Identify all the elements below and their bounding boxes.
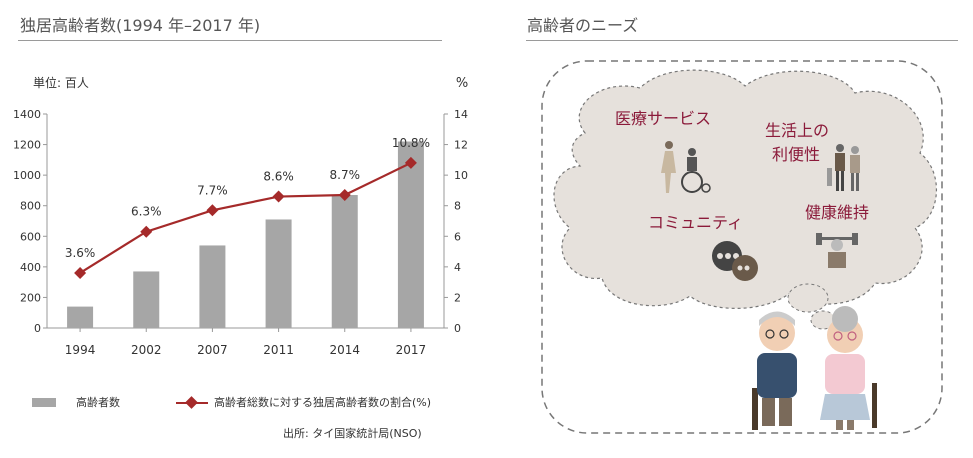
ratio-data-label-1994: 3.6% [65, 246, 96, 260]
ratio-point-2017 [404, 156, 417, 169]
elderly-couple-walking-icon [827, 144, 860, 191]
ratio-point-2007 [206, 204, 219, 217]
need-convenience-label-2: 利便性 [772, 145, 820, 164]
y-right-unit-label: % [456, 76, 468, 91]
y-left-tick-label: 400 [20, 261, 41, 274]
ratio-data-label-2002: 6.3% [131, 205, 162, 219]
thought-bubble-large [787, 283, 829, 313]
y-right-tick-label: 2 [454, 291, 461, 304]
y-right-tick-label: 8 [454, 200, 461, 213]
legend-diamond-marker [185, 396, 198, 409]
y-left-tick-label: 600 [20, 230, 41, 243]
bar-1994 [67, 306, 94, 328]
need-health-label: 健康維持 [805, 203, 869, 222]
y-left-tick-label: 1000 [13, 169, 41, 182]
x-tick-label-2017: 2017 [396, 343, 427, 357]
x-tick-label-2014: 2014 [329, 343, 360, 357]
legend-line-label: 高齢者総数に対する独居高齢者数の割合(%) [214, 396, 432, 409]
need-community-label: コミュニティ [648, 213, 743, 232]
wheelchair-caregiver-icon [661, 141, 711, 193]
chart-title-underline [18, 40, 442, 41]
ratio-data-label-2011: 8.6% [263, 170, 294, 184]
y-left-tick-label: 800 [20, 200, 41, 213]
dashed-frame [541, 60, 943, 434]
y-right-tick-label: 4 [454, 261, 461, 274]
x-tick-label-2011: 2011 [263, 343, 294, 357]
chat-bubbles-icon [712, 241, 758, 281]
ratio-point-2014 [338, 189, 351, 202]
combo-chart: 単位: 百人 % 0 200 400 600 800 1000 1200 1400 0 2 4 6 8 10 1… [13, 75, 468, 357]
dumbbell-exercise-icon [816, 233, 858, 268]
source-note: 出所: タイ国家統計局(NSO) [283, 427, 422, 440]
legend-bar-swatch [32, 398, 56, 407]
y-right-tick-label: 14 [454, 108, 468, 121]
ratio-data-label-2014: 8.7% [330, 168, 361, 182]
ratio-data-label-2017: 10.8% [392, 136, 430, 150]
y-left-tick-label: 1200 [13, 139, 41, 152]
elderly-couple-icon [752, 306, 877, 430]
y-left-tick-label: 1400 [13, 108, 41, 121]
bar-2002 [133, 271, 160, 328]
y-left-unit-label: 単位: 百人 [33, 75, 89, 90]
need-convenience-label-1: 生活上の [765, 121, 829, 140]
y-right-tick-label: 6 [454, 230, 461, 243]
ratio-line [79, 161, 412, 274]
y-right-tick-label: 10 [454, 169, 468, 182]
ratio-data-label-2007: 7.7% [197, 183, 228, 197]
x-tick-label-1994: 1994 [65, 343, 96, 357]
needs-title: 高齢者のニーズ [527, 16, 639, 35]
ratio-point-2002 [140, 225, 153, 238]
needs-illustration: 医療サービス 生活上の 利便性 コミュニティ 健康維持 [541, 60, 943, 434]
ratio-point-2011 [272, 190, 285, 203]
y-left-tick-label: 200 [20, 291, 41, 304]
x-tick-label-2007: 2007 [197, 343, 228, 357]
ratio-point-1994 [74, 266, 87, 279]
bar-2011 [265, 219, 292, 328]
bar-2007 [199, 245, 226, 328]
chart-title: 独居高齢者数(1994 年–2017 年) [20, 16, 261, 35]
x-tick-label-2002: 2002 [131, 343, 162, 357]
legend-bar-label: 高齢者数 [76, 396, 120, 409]
need-medical-label: 医療サービス [615, 109, 711, 128]
bar-2017 [397, 141, 424, 328]
y-left-tick-label: 0 [34, 322, 41, 335]
y-right-tick-label: 12 [454, 139, 468, 152]
y-right-tick-label: 0 [454, 322, 461, 335]
bar-2014 [331, 195, 358, 328]
needs-title-underline [526, 40, 958, 41]
